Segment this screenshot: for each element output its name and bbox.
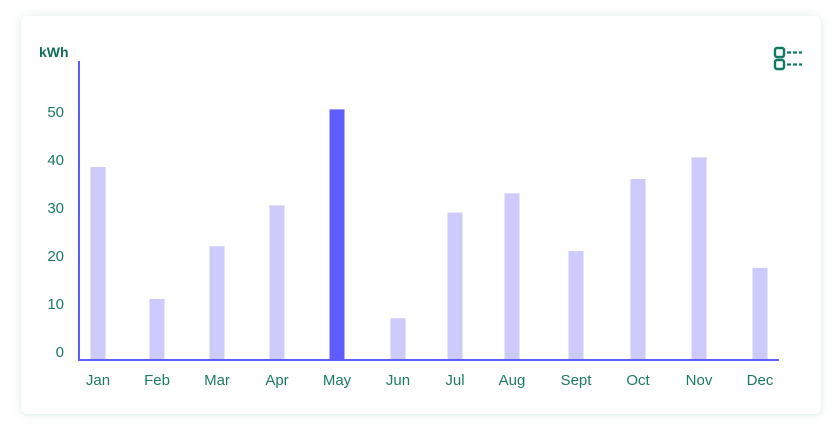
x-tick-label-jun: Jun	[386, 372, 410, 389]
bar-apr[interactable]	[269, 205, 285, 359]
x-tick-labels: Jan Feb Mar Apr May Jun Jul Aug Sept Oct Nov Dec	[86, 372, 774, 389]
x-tick-label-jul: Jul	[445, 372, 464, 389]
bar-mar[interactable]	[209, 246, 225, 359]
bar-aug[interactable]	[504, 193, 520, 359]
bar-jul[interactable]	[447, 212, 463, 359]
y-tick-label-20: 20	[47, 248, 64, 265]
y-tick-label-10: 10	[47, 296, 64, 313]
x-tick-label-dec: Dec	[747, 372, 774, 389]
x-tick-label-aug: Aug	[499, 372, 526, 389]
bar-sept[interactable]	[568, 251, 584, 359]
legend-toggle-button[interactable]	[770, 43, 806, 77]
x-tick-label-mar: Mar	[204, 372, 230, 389]
bar-feb[interactable]	[149, 299, 165, 359]
bar-dec[interactable]	[752, 267, 768, 359]
legend-icon-square-1	[773, 46, 786, 59]
y-tick-label-50: 50	[47, 104, 64, 121]
x-tick-label-feb: Feb	[144, 372, 170, 389]
bar-jun[interactable]	[390, 318, 406, 359]
y-tick-label-40: 40	[47, 152, 64, 169]
bar-nov[interactable]	[691, 157, 707, 359]
axes-group	[78, 61, 779, 361]
bar-jan[interactable]	[90, 167, 106, 359]
bar-may[interactable]	[329, 109, 345, 360]
x-tick-label-may: May	[323, 372, 352, 389]
x-tick-label-nov: Nov	[686, 372, 713, 389]
list-legend-icon	[773, 46, 802, 71]
y-tick-labels: 0 10 20 30 40 50	[47, 104, 64, 361]
y-tick-label-30: 30	[47, 200, 64, 217]
x-tick-label-oct: Oct	[626, 372, 650, 389]
x-tick-label-apr: Apr	[265, 372, 288, 389]
bars-group	[90, 109, 768, 360]
y-axis-unit-label: kWh	[39, 44, 69, 60]
x-tick-label-jan: Jan	[86, 372, 110, 389]
x-tick-label-sept: Sept	[561, 372, 593, 389]
y-tick-label-0: 0	[56, 344, 64, 361]
bar-oct[interactable]	[630, 179, 646, 359]
legend-icon-square-2	[773, 58, 786, 71]
